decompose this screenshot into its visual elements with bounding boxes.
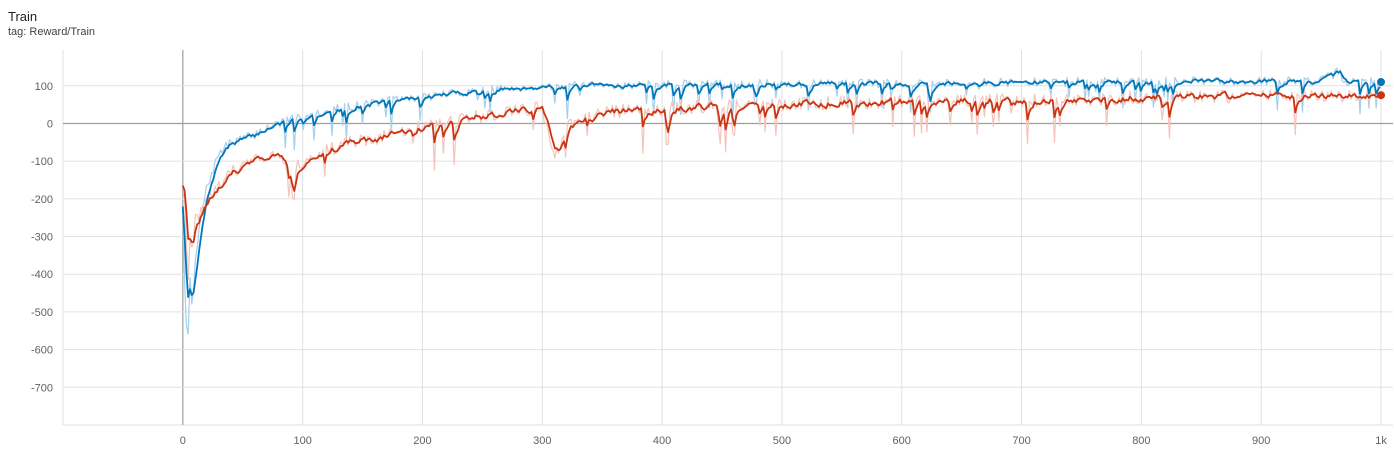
series-1-end-point: [1377, 78, 1386, 87]
series-1-raw-line: [182, 67, 1381, 335]
y-tick-label: -400: [31, 269, 53, 281]
x-tick-label: 900: [1252, 435, 1270, 447]
x-tick-label: 600: [893, 435, 911, 447]
x-tick-label: 100: [293, 435, 311, 447]
y-tick-label: -200: [31, 194, 53, 206]
y-tick-label: -100: [31, 156, 53, 168]
series-2-line: [181, 90, 1381, 244]
series-1-line: [181, 70, 1381, 298]
series-layer: [181, 70, 1386, 298]
y-tick-label: 100: [35, 81, 53, 93]
tick-labels: 0 100 200 300 400 500 600 700 800 900 1k 100 0 -100 -2…: [31, 81, 1387, 447]
chart-tag: tag: Reward/Train: [8, 26, 96, 38]
x-tick-label: 200: [413, 435, 431, 447]
y-tick-label: -600: [31, 345, 53, 357]
x-tick-label: 300: [533, 435, 551, 447]
y-tick-label: -500: [31, 307, 53, 319]
y-tick-label: -700: [31, 382, 53, 394]
series-2-end-point: [1377, 91, 1386, 100]
x-tick-label: 500: [773, 435, 791, 447]
x-tick-label: 1k: [1375, 435, 1387, 447]
raw-series-layer: [182, 67, 1381, 335]
x-tick-label: 800: [1132, 435, 1150, 447]
y-tick-label: -300: [31, 232, 53, 244]
series-2-raw-line: [182, 89, 1381, 281]
x-tick-label: 400: [653, 435, 671, 447]
x-tick-label: 0: [180, 435, 186, 447]
chart-title: Train: [8, 9, 38, 24]
x-tick-label: 700: [1012, 435, 1030, 447]
y-tick-label: 0: [47, 118, 53, 130]
